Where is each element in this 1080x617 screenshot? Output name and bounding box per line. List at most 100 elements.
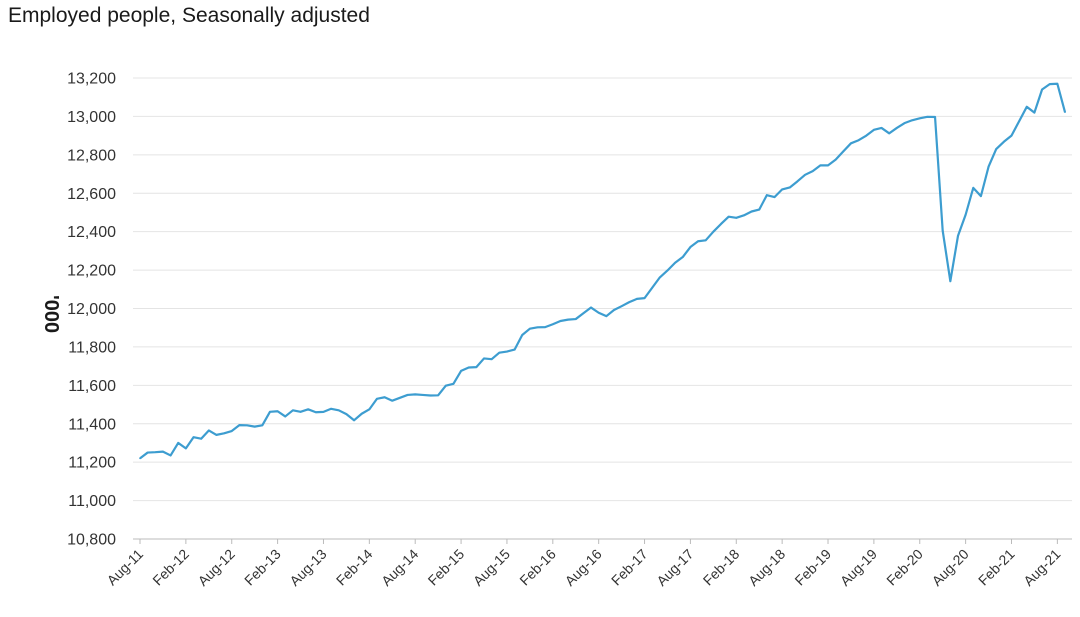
x-tick-label: Feb-13 (241, 546, 284, 589)
data-point (804, 174, 806, 176)
data-point (200, 437, 202, 440)
data-point (689, 246, 692, 248)
data-point (345, 413, 348, 415)
data-point (880, 127, 883, 129)
x-tick-label: Aug-19 (837, 546, 880, 589)
y-tick-label: 11,000 (68, 493, 116, 510)
x-tick-label: Aug-17 (653, 546, 696, 589)
data-point (399, 397, 401, 399)
data-point (452, 382, 455, 385)
data-point (215, 434, 218, 436)
x-tick-label: Aug-14 (378, 546, 421, 589)
data-point (223, 432, 225, 435)
data-point (536, 326, 539, 329)
data-point (139, 457, 141, 460)
data-point (169, 454, 172, 457)
data-point (1041, 88, 1043, 91)
x-tick-label: Aug-13 (286, 546, 329, 589)
data-point (383, 396, 386, 399)
data-point (529, 327, 531, 330)
data-point (643, 297, 646, 299)
data-point (337, 409, 340, 412)
data-point (330, 407, 332, 410)
data-point (980, 195, 982, 197)
data-point (391, 399, 394, 402)
data-point (811, 170, 814, 172)
data-point (284, 415, 287, 418)
x-tick-label: Aug-12 (195, 546, 238, 589)
x-tick-label: Feb-12 (149, 546, 192, 589)
y-axis-ticks: 10,800 11,000 11,200 11,400 11,600 11,800 12,0… (67, 71, 116, 549)
data-point (567, 318, 569, 321)
data-point (964, 213, 967, 216)
data-point (490, 358, 493, 361)
data-point (659, 276, 661, 279)
data-point (146, 451, 149, 454)
data-point (368, 408, 371, 411)
data-point (903, 122, 906, 124)
data-point (360, 412, 363, 415)
y-tick-label: 13,000 (67, 109, 116, 126)
data-point (460, 370, 462, 372)
data-point (827, 164, 829, 167)
x-tick-label: Feb-20 (883, 546, 926, 589)
data-point (597, 311, 600, 314)
data-point (292, 409, 294, 412)
data-point (727, 215, 730, 218)
y-tick-label: 12,400 (67, 224, 116, 241)
data-point (743, 214, 745, 217)
data-point (704, 239, 707, 242)
data-point (513, 348, 516, 351)
data-point (857, 139, 860, 142)
y-tick-label: 13,200 (67, 71, 116, 88)
data-point (651, 286, 653, 289)
data-point (987, 165, 990, 168)
data-point (918, 117, 921, 120)
data-point (781, 188, 783, 191)
data-point (796, 180, 799, 183)
data-point (681, 256, 684, 258)
data-point (995, 148, 997, 150)
data-point (697, 240, 699, 243)
data-point (1010, 134, 1013, 137)
y-tick-label: 11,400 (68, 416, 116, 433)
data-point (1056, 82, 1059, 85)
data-point (444, 384, 447, 387)
data-point (376, 397, 378, 400)
data-point (735, 217, 738, 219)
data-point (483, 357, 485, 360)
data-point (758, 208, 761, 211)
x-tick-label: Feb-21 (975, 546, 1018, 589)
data-point (299, 411, 302, 413)
data-point (307, 408, 309, 411)
data-point (773, 196, 776, 198)
data-point (230, 430, 233, 432)
data-point (269, 411, 271, 413)
data-point (177, 442, 180, 444)
data-point (238, 424, 241, 426)
data-point (941, 229, 944, 232)
y-tick-label: 11,200 (68, 455, 116, 472)
data-point (574, 318, 577, 320)
x-tick-label: Feb-16 (516, 546, 559, 589)
x-tick-label: Feb-19 (791, 546, 834, 589)
data-point (605, 315, 608, 317)
y-tick-label: 12,800 (67, 147, 116, 164)
y-tick-label: 12,600 (67, 186, 116, 203)
x-tick-label: Feb-18 (700, 546, 743, 589)
data-point (582, 312, 585, 315)
data-point (666, 269, 669, 272)
data-point (406, 394, 409, 396)
data-point (926, 116, 929, 118)
data-point (865, 134, 868, 137)
data-point (429, 394, 432, 397)
data-point (788, 186, 791, 189)
data-point (475, 366, 478, 368)
x-tick-label: Aug-11 (104, 546, 147, 589)
y-tick-label: 12,200 (67, 263, 116, 280)
data-point (246, 424, 248, 427)
x-tick-label: Aug-15 (470, 546, 513, 589)
x-tick-label: Aug-21 (1020, 546, 1063, 589)
data-point (873, 129, 875, 131)
data-point (850, 142, 852, 145)
